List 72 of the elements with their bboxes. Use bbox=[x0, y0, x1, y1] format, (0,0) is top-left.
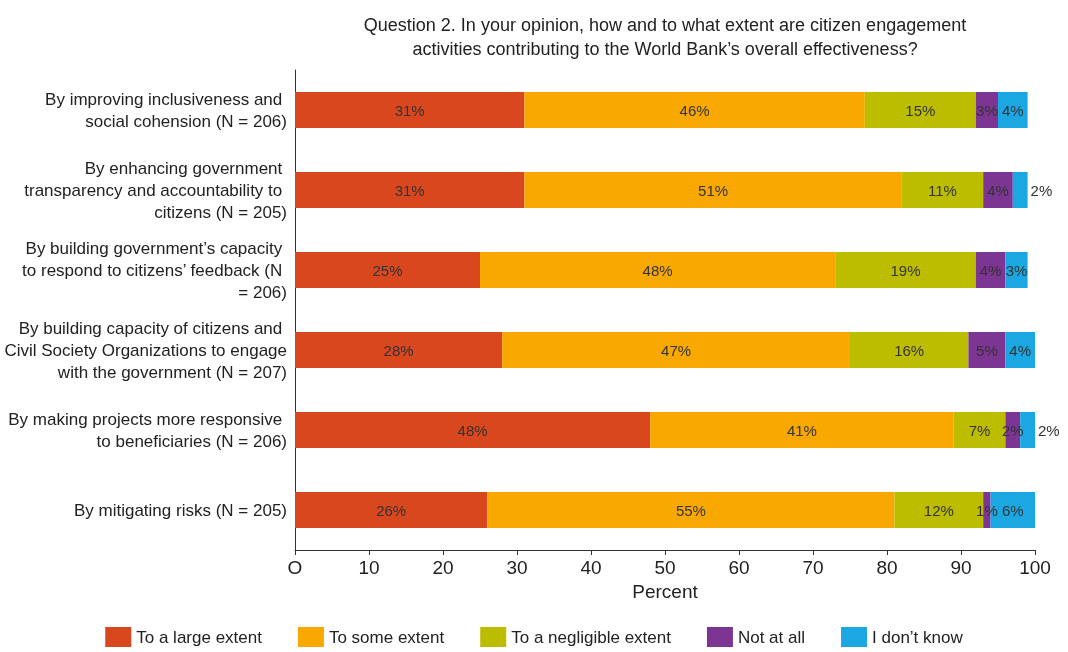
data-label: 4% bbox=[979, 261, 1002, 279]
bar bbox=[295, 172, 525, 208]
data-label: 2% bbox=[1030, 181, 1053, 199]
data-label: 7% bbox=[968, 421, 991, 439]
data-label: 31% bbox=[394, 101, 425, 119]
data-label: 51% bbox=[698, 181, 729, 199]
x-axis-title: Percent bbox=[632, 581, 699, 602]
x-tick-label: 50 bbox=[654, 557, 676, 578]
data-label: 2% bbox=[1038, 421, 1060, 439]
legend-label: To some extent bbox=[328, 627, 445, 647]
x-tick-label: 30 bbox=[506, 557, 528, 578]
x-tick-label: 40 bbox=[580, 557, 602, 578]
x-tick-label: O bbox=[287, 557, 303, 578]
bar bbox=[835, 252, 976, 288]
data-label: 15% bbox=[905, 101, 936, 119]
chart-title: Question 2. In your opinion, how and to what extent are citizen engagement activities contributing to the World Bank’s overall effectiveness? bbox=[363, 15, 967, 59]
bar bbox=[295, 412, 651, 448]
bar bbox=[295, 92, 525, 128]
x-tick-label: 10 bbox=[358, 557, 380, 578]
data-label: 1% bbox=[976, 501, 998, 519]
data-label: 5% bbox=[976, 341, 998, 359]
y-tick-label: By mitigating risks (N = 205) bbox=[73, 500, 287, 520]
bar bbox=[487, 492, 895, 528]
legend-label: I don’t know bbox=[872, 627, 964, 647]
bar bbox=[524, 92, 865, 128]
y-tick-label: By improving inclusiveness and social cohension (N = 206) bbox=[45, 89, 287, 131]
bar bbox=[502, 332, 850, 368]
bar bbox=[295, 492, 488, 528]
data-label: 48% bbox=[642, 261, 673, 279]
x-tick-label: 70 bbox=[802, 557, 824, 578]
bar bbox=[1012, 172, 1028, 208]
bar bbox=[295, 252, 480, 288]
data-label: 25% bbox=[372, 261, 403, 279]
bar bbox=[480, 252, 836, 288]
data-label: 16% bbox=[894, 341, 925, 359]
bar bbox=[864, 92, 976, 128]
data-label: 11% bbox=[928, 181, 957, 199]
bar bbox=[983, 172, 1013, 208]
data-label: 28% bbox=[383, 341, 414, 359]
y-tick-label: By building capacity of citizens and Civil Society Organizations to engage with the government (N = 207) bbox=[4, 318, 287, 382]
bar bbox=[524, 172, 902, 208]
bar bbox=[650, 412, 954, 448]
y-tick-label: By building government’s capacity to respond to citizens’ feedback (N = 206) bbox=[22, 238, 287, 302]
x-tick-label: 90 bbox=[950, 557, 972, 578]
bar bbox=[901, 172, 984, 208]
legend-label: To a negligible extent bbox=[511, 627, 672, 647]
data-label: 26% bbox=[376, 501, 407, 519]
data-label: 3% bbox=[1005, 261, 1028, 279]
y-tick-label: By making projects more responsive to beneficiaries (N = 206) bbox=[8, 409, 287, 451]
y-tick-label: By enhancing government transparency and accountability to citizens (N = 205) bbox=[24, 158, 287, 222]
data-label: 48% bbox=[457, 421, 488, 439]
data-label: 4% bbox=[1001, 101, 1024, 119]
bar bbox=[850, 332, 969, 368]
data-label: 6% bbox=[1001, 501, 1024, 519]
bar bbox=[968, 332, 1006, 368]
data-label: 31% bbox=[394, 181, 425, 199]
x-tick-label: 100 bbox=[1019, 557, 1051, 578]
bar bbox=[295, 332, 503, 368]
data-label: 4% bbox=[1009, 341, 1032, 359]
data-label: 12% bbox=[923, 501, 954, 519]
x-tick-label: 60 bbox=[728, 557, 750, 578]
data-label: 55% bbox=[675, 501, 706, 519]
data-label: 3% bbox=[976, 101, 998, 119]
legend-label: To a large extent bbox=[136, 627, 263, 647]
data-label: 46% bbox=[679, 101, 710, 119]
data-label: 19% bbox=[890, 261, 921, 279]
data-label: 4% bbox=[987, 181, 1009, 199]
data-label: 41% bbox=[786, 421, 817, 439]
x-tick-label: 20 bbox=[432, 557, 454, 578]
data-label: 47% bbox=[661, 341, 692, 359]
legend-label: Not at all bbox=[737, 627, 806, 647]
x-tick-label: 80 bbox=[876, 557, 898, 578]
